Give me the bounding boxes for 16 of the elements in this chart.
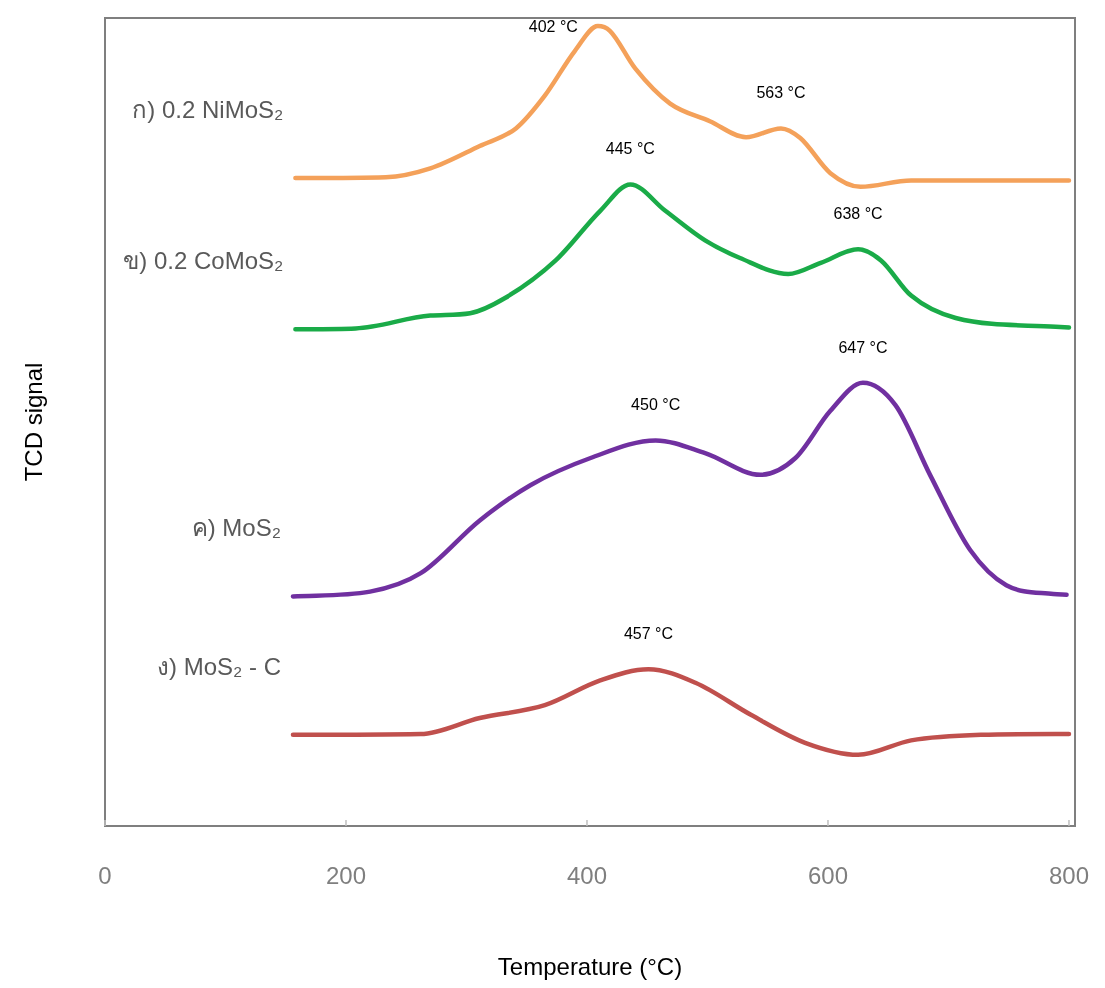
x-axis-title: Temperature (°C) bbox=[497, 953, 683, 980]
text: ค) MoS₂ bbox=[191, 514, 281, 542]
x-tick-label: 600 bbox=[807, 862, 848, 889]
series: ง) MoS₂ - C bbox=[157, 652, 1072, 758]
annotation: 563 °C bbox=[756, 84, 806, 102]
x-tick-label: 200 bbox=[325, 862, 367, 889]
annotation: 450 °C bbox=[631, 396, 681, 414]
x-tick-label: 800 bbox=[1048, 862, 1089, 889]
annotation: 445 °C bbox=[605, 140, 655, 158]
x-tick-label: 0 bbox=[98, 862, 112, 889]
annotation: 402 °C bbox=[528, 18, 578, 35]
y-axis-title: TCD signal bbox=[20, 362, 47, 482]
annotation: 647 °C bbox=[838, 338, 888, 356]
annotation: 457 °C bbox=[623, 625, 673, 643]
annotation: 638 °C bbox=[833, 205, 883, 223]
x-tick-label: 400 bbox=[566, 862, 608, 889]
